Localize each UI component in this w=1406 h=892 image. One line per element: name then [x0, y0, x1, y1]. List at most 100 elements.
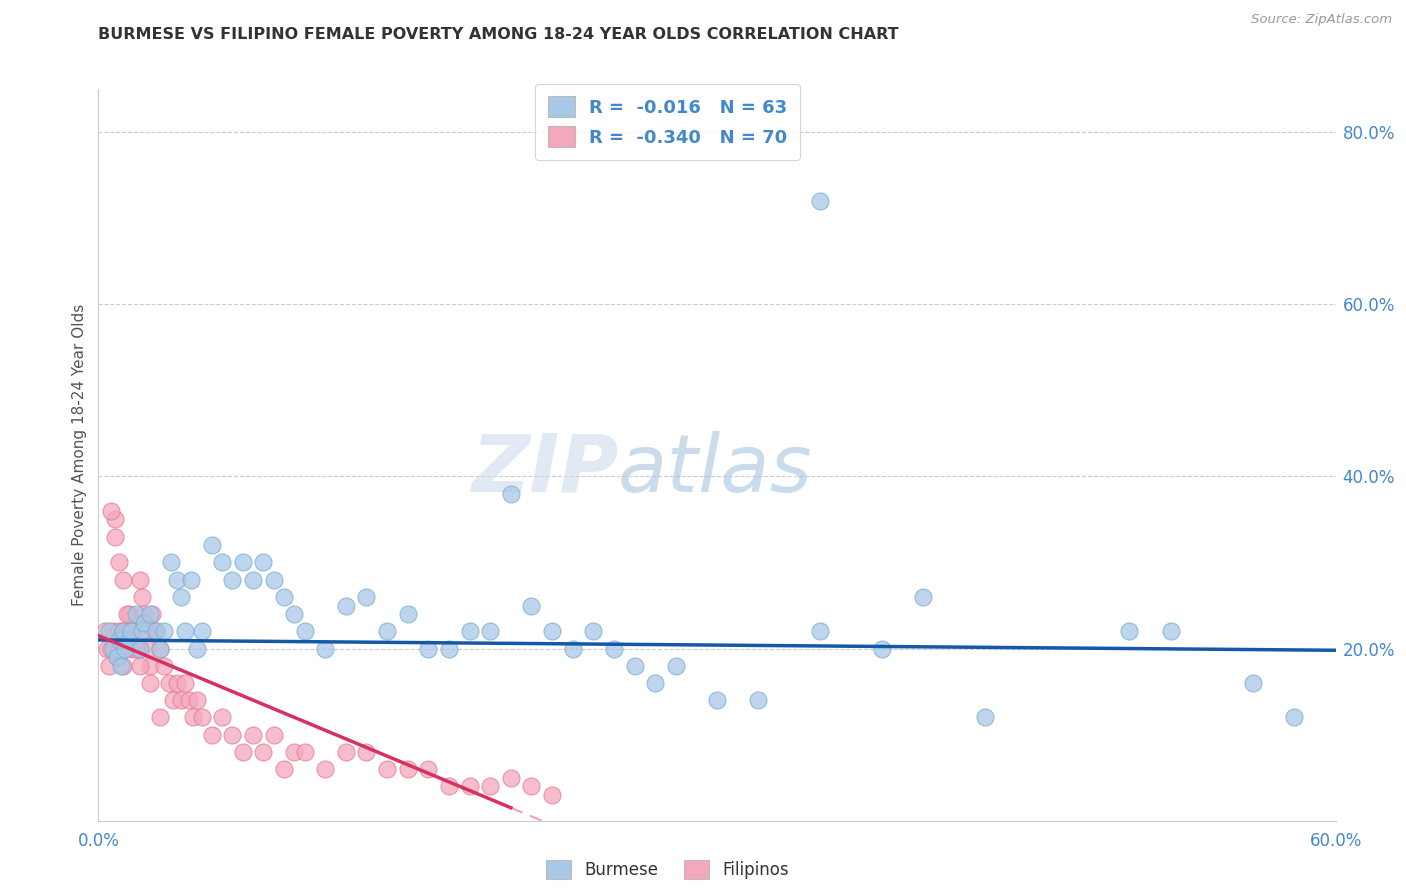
Point — [1241, 676, 1264, 690]
Point — [541, 788, 564, 802]
Point — [101, 641, 124, 656]
Point — [294, 624, 316, 639]
Text: atlas: atlas — [619, 431, 813, 508]
Point — [273, 762, 295, 776]
Point — [437, 779, 460, 793]
Point — [1160, 624, 1182, 639]
Point — [418, 762, 440, 776]
Point — [356, 745, 378, 759]
Point — [139, 658, 162, 673]
Point — [135, 624, 157, 639]
Point — [479, 779, 502, 793]
Point — [520, 599, 543, 613]
Point — [96, 641, 118, 656]
Point — [149, 641, 172, 656]
Point — [157, 676, 180, 690]
Point — [283, 607, 305, 621]
Point — [437, 641, 460, 656]
Point — [499, 771, 522, 785]
Point — [127, 641, 149, 656]
Point — [141, 607, 163, 621]
Point — [221, 728, 243, 742]
Point — [221, 573, 243, 587]
Point — [139, 676, 162, 690]
Point — [1118, 624, 1140, 639]
Point — [170, 693, 193, 707]
Point — [623, 658, 645, 673]
Point — [283, 745, 305, 759]
Point — [375, 762, 398, 776]
Point — [263, 728, 285, 742]
Point — [128, 573, 150, 587]
Point — [105, 650, 128, 665]
Point — [912, 590, 935, 604]
Point — [356, 590, 378, 604]
Point — [131, 624, 153, 639]
Point — [118, 607, 141, 621]
Point — [93, 624, 115, 639]
Point — [232, 745, 254, 759]
Point — [153, 624, 176, 639]
Text: ZIP: ZIP — [471, 431, 619, 508]
Point — [458, 779, 481, 793]
Point — [97, 658, 120, 673]
Point — [201, 538, 224, 552]
Point — [162, 693, 184, 707]
Point — [104, 512, 127, 526]
Point — [108, 624, 131, 639]
Point — [124, 641, 146, 656]
Legend: Burmese, Filipinos: Burmese, Filipinos — [540, 853, 796, 886]
Point — [294, 745, 316, 759]
Point — [100, 641, 122, 656]
Point — [100, 504, 122, 518]
Point — [582, 624, 605, 639]
Point — [114, 641, 136, 656]
Point — [186, 693, 208, 707]
Point — [110, 632, 132, 647]
Point — [101, 624, 124, 639]
Point — [97, 624, 120, 639]
Point — [181, 710, 204, 724]
Point — [105, 650, 128, 665]
Point — [120, 624, 142, 639]
Point — [211, 710, 233, 724]
Point — [211, 556, 233, 570]
Point — [541, 624, 564, 639]
Point — [499, 486, 522, 500]
Point — [112, 573, 135, 587]
Point — [314, 762, 336, 776]
Point — [314, 641, 336, 656]
Point — [166, 573, 188, 587]
Point — [747, 693, 769, 707]
Point — [145, 624, 167, 639]
Point — [122, 624, 145, 639]
Point — [190, 624, 212, 639]
Point — [108, 641, 131, 656]
Point — [273, 590, 295, 604]
Point — [145, 624, 167, 639]
Point — [120, 624, 142, 639]
Point — [136, 641, 159, 656]
Point — [117, 624, 139, 639]
Point — [201, 728, 224, 742]
Point — [252, 745, 274, 759]
Point — [242, 728, 264, 742]
Point — [561, 641, 583, 656]
Point — [149, 710, 172, 724]
Point — [149, 641, 172, 656]
Point — [479, 624, 502, 639]
Point — [110, 658, 132, 673]
Point — [252, 556, 274, 570]
Point — [706, 693, 728, 707]
Point — [458, 624, 481, 639]
Point — [159, 556, 181, 570]
Point — [263, 573, 285, 587]
Point — [112, 624, 135, 639]
Y-axis label: Female Poverty Among 18-24 Year Olds: Female Poverty Among 18-24 Year Olds — [72, 304, 87, 606]
Point — [418, 641, 440, 656]
Point — [242, 573, 264, 587]
Point — [170, 590, 193, 604]
Point — [396, 762, 419, 776]
Point — [665, 658, 688, 673]
Point — [166, 676, 188, 690]
